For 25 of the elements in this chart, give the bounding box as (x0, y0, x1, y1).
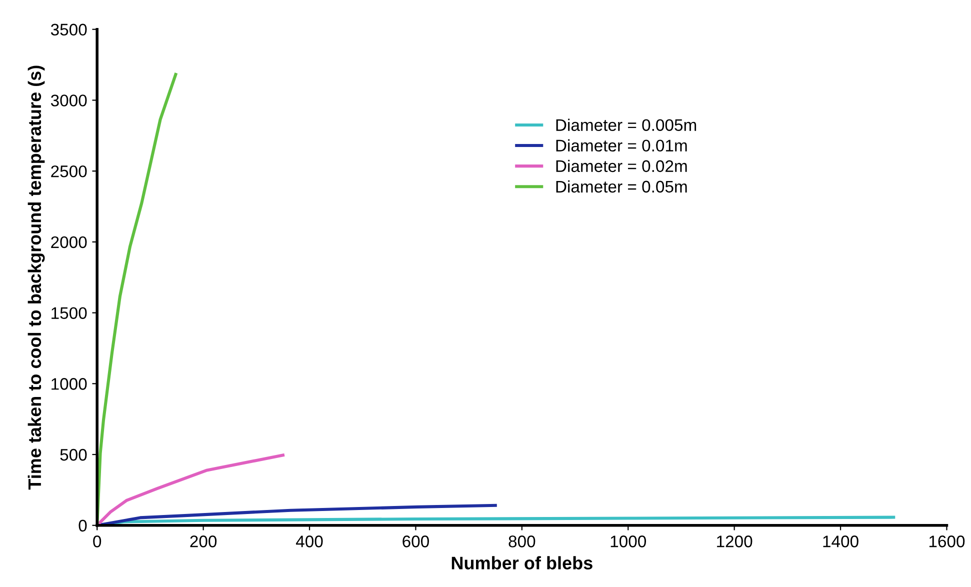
x-tick-label: 0 (93, 536, 102, 548)
x-tick-label: 1600 (929, 536, 965, 548)
y-tick-label: 0 (78, 520, 87, 532)
x-tick-label: 800 (508, 536, 536, 548)
legend-label: Diameter = 0.005m (556, 118, 696, 131)
y-tick-label: 1500 (52, 307, 87, 319)
y-tick-label: 3500 (50, 24, 87, 36)
x-axis-title: Number of blebs (452, 556, 592, 570)
x-tick-label: 1400 (823, 536, 858, 548)
y-tick-label: 3000 (50, 94, 87, 106)
y-tick-label: 500 (60, 448, 87, 461)
line-series (97, 454, 284, 526)
x-tick-label: 1200 (717, 536, 752, 548)
x-tick-label: 1000 (610, 536, 646, 548)
y-tick-label: 2000 (51, 236, 87, 248)
legend-label: Diameter = 0.05m (556, 180, 687, 193)
legend-label: Diameter = 0.02m (556, 160, 687, 172)
line-series (97, 72, 178, 526)
y-axis-title: Time taken to cool to background temperature (s) (28, 66, 45, 490)
legend-label: Diameter = 0.01m (556, 139, 687, 152)
x-tick-label: 400 (296, 536, 323, 548)
y-tick-label: 1000 (52, 378, 87, 390)
x-tick-label: 600 (402, 536, 429, 548)
x-tick-label: 200 (190, 536, 217, 548)
y-tick-label: 2500 (51, 165, 87, 178)
